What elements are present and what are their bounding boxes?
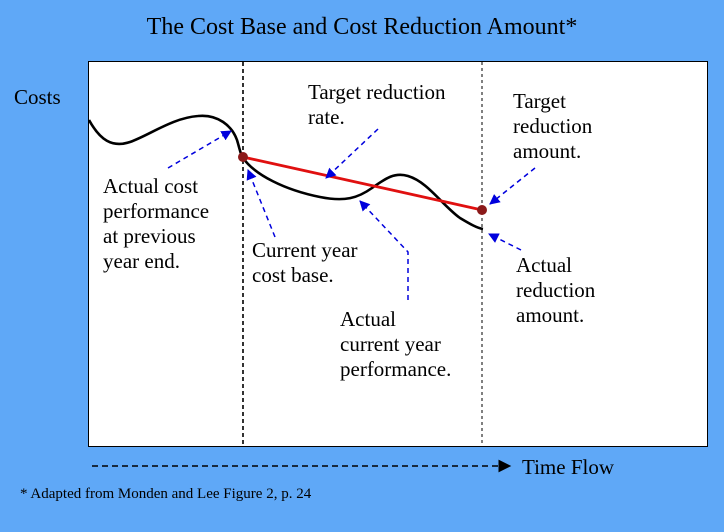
target-reduction-line xyxy=(242,155,483,212)
label-line: current year xyxy=(340,332,441,356)
diagram-title: The Cost Base and Cost Reduction Amount* xyxy=(146,14,578,40)
source-footnote: * Adapted from Monden and Lee Figure 2, … xyxy=(20,486,312,502)
label-line: Current year xyxy=(252,238,358,262)
cost-base-marker xyxy=(238,152,248,162)
label-line: reduction xyxy=(516,278,596,302)
target-end-marker xyxy=(477,205,487,215)
label-line: Actual xyxy=(340,307,396,331)
y-axis-label: Costs xyxy=(14,85,61,109)
label-line: cost base. xyxy=(252,263,334,287)
label-line: Actual cost xyxy=(103,174,198,198)
label-line: Actual xyxy=(516,253,572,277)
arrow-target-reduction-rate xyxy=(325,128,379,179)
label-line: performance. xyxy=(340,357,451,381)
label-line: performance xyxy=(103,199,209,223)
actual-cost-curve xyxy=(87,114,484,231)
plot-panel xyxy=(88,61,708,447)
label-line: amount. xyxy=(513,139,581,163)
arrow-actual-cost-prev xyxy=(167,130,232,169)
arrow-current-cost-base xyxy=(246,169,276,238)
label-target-reduction-rate: Target reduction rate. xyxy=(308,80,451,129)
label-line: year end. xyxy=(103,249,180,273)
label-actual-current-perf: Actual current year performance. xyxy=(340,307,451,381)
label-line: Target xyxy=(513,89,566,113)
label-line: reduction xyxy=(513,114,593,138)
label-actual-cost-prev: Actual cost performance at previous year… xyxy=(103,174,214,273)
x-axis-label: Time Flow xyxy=(522,455,615,479)
label-actual-reduction-amount: Actual reduction amount. xyxy=(516,253,601,327)
label-current-cost-base: Current year cost base. xyxy=(252,238,363,287)
arrow-target-reduction-amount xyxy=(489,167,536,205)
label-target-reduction-amount: Target reduction amount. xyxy=(513,89,598,163)
label-line: at previous xyxy=(103,224,196,248)
label-line: amount. xyxy=(516,303,584,327)
label-line: rate. xyxy=(308,105,345,129)
arrow-actual-reduction-amount xyxy=(488,233,522,251)
arrow-actual-current-perf xyxy=(359,200,409,300)
label-line: Target reduction xyxy=(308,80,446,104)
